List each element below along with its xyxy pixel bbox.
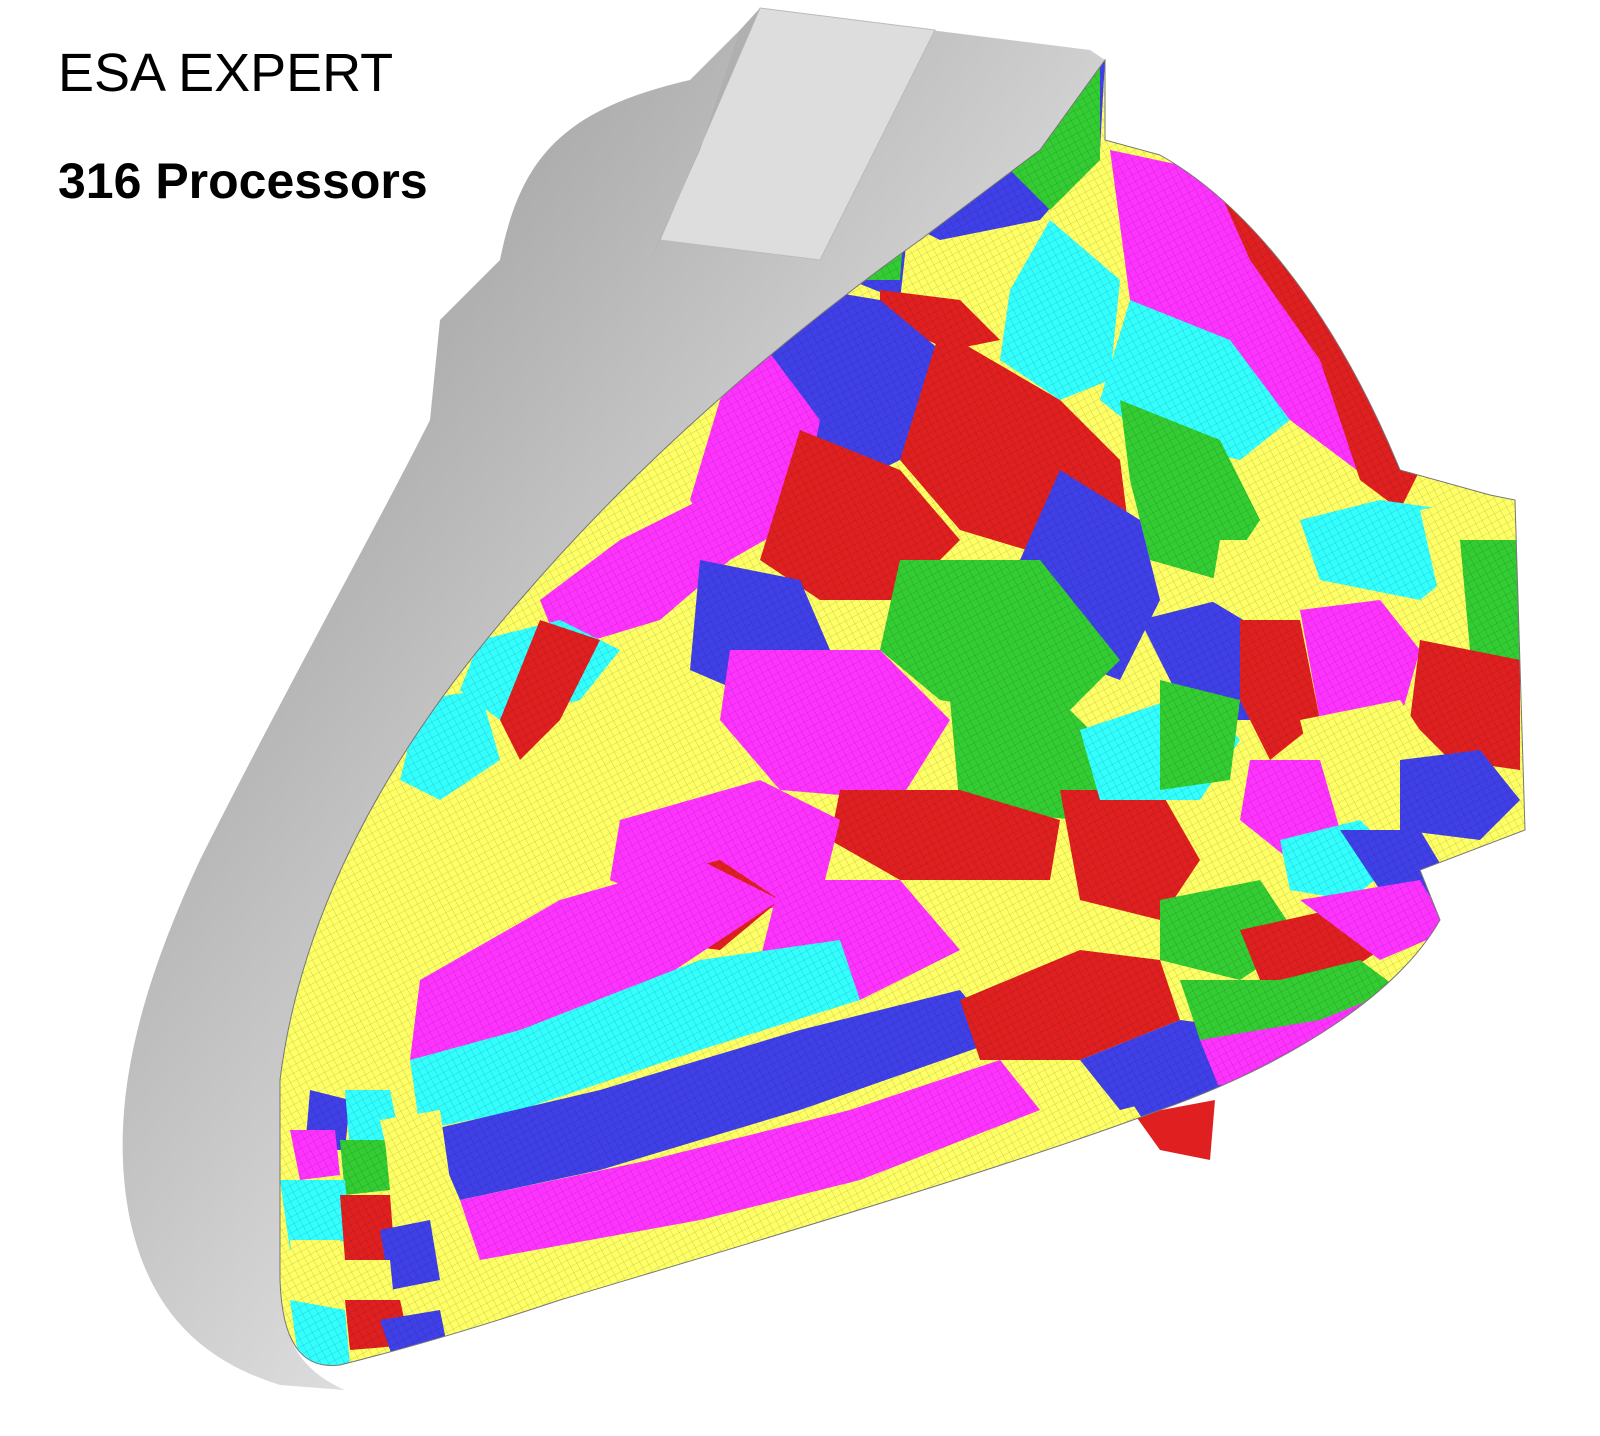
capsule-body <box>122 10 1105 1390</box>
processor-count: 316 Processors <box>58 153 428 209</box>
lower-fin <box>1135 1100 1215 1160</box>
page-title: ESA EXPERT <box>58 43 394 103</box>
rear-flap <box>659 7 936 261</box>
face-outline <box>279 58 1526 1367</box>
rear-flap-side <box>650 8 760 260</box>
